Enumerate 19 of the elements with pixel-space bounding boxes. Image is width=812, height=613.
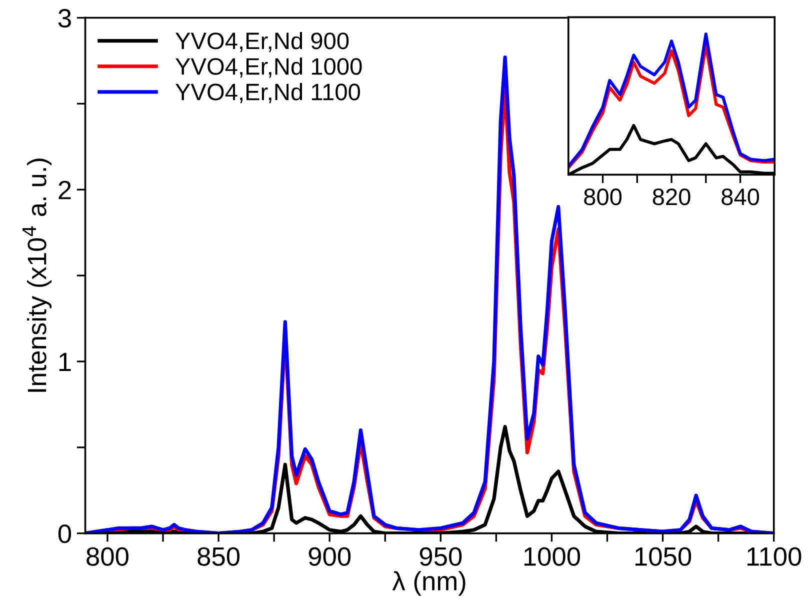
- y-tick-label: 3: [58, 8, 71, 28]
- x-tick-label: 800: [86, 547, 128, 566]
- y-axis-title: Intensity (x10$^{4}$ a. u.): [22, 158, 52, 392]
- x-axis-title: λ (nm): [392, 571, 466, 596]
- legend-label: YVO4,Er,Nd 900: [176, 32, 349, 52]
- x-tick-label: 1050: [635, 547, 692, 566]
- x-tick-label: 850: [198, 547, 240, 566]
- x-tick-label: 900: [308, 547, 351, 566]
- x-tick-label: 950: [420, 547, 462, 566]
- y-tick-label: 0: [58, 524, 72, 544]
- legend-label: YVO4,Er,Nd 1100: [176, 83, 360, 104]
- x-tick-label: 820: [652, 188, 690, 206]
- legend-label: YVO4,Er,Nd 1000: [176, 57, 362, 78]
- y-tick-label: 1: [59, 352, 71, 372]
- x-tick-label: 840: [722, 188, 760, 206]
- x-tick-label: 1000: [524, 547, 580, 566]
- x-tick-label: 800: [584, 188, 622, 206]
- x-tick-label: 1100: [747, 547, 802, 566]
- y-tick-label: 2: [58, 180, 71, 200]
